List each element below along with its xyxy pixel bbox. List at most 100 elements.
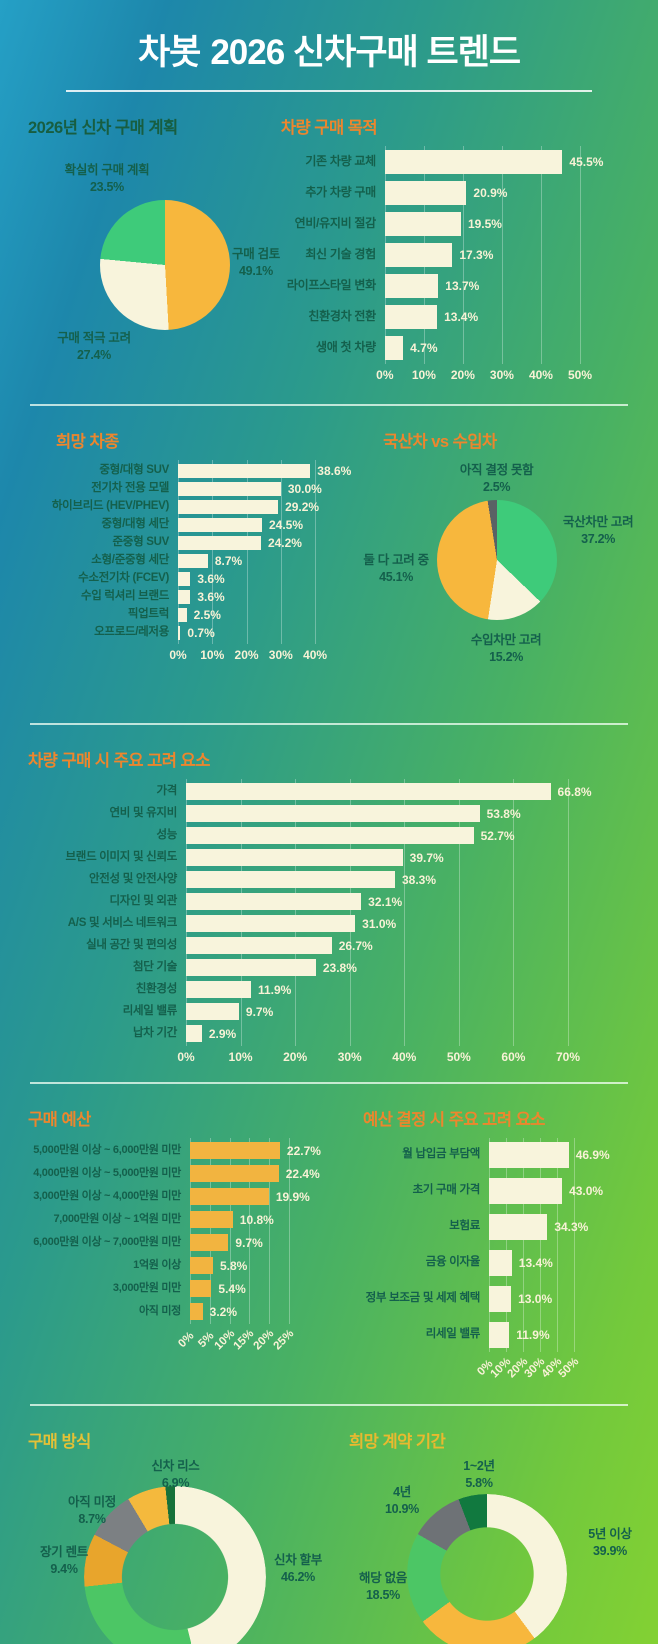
bar-value-label: 23.8% xyxy=(322,960,357,975)
bar-category-label: 리세일 밸류 xyxy=(425,1328,481,1341)
bar-row: 1억원 이상 5.8% xyxy=(28,1257,347,1274)
pie-slice-label: 구매 적극 고려 27.4% xyxy=(57,331,131,362)
bar-value-label: 17.3% xyxy=(459,248,494,262)
x-axis: 0% 10% 20% 30% 40% 50% xyxy=(475,1356,581,1390)
bar-category-label: 납차 기간 xyxy=(132,1026,177,1039)
bar-track: 38.6% xyxy=(178,464,351,478)
bar-value-label: 2.5% xyxy=(193,608,221,622)
bar xyxy=(178,608,187,622)
bar-row: 전기차 전용 모델 30.0% xyxy=(28,482,359,496)
gridline xyxy=(573,1138,575,1352)
bar-track: 32.1% xyxy=(186,893,568,910)
bar-value-label: 4.7% xyxy=(410,341,438,355)
bar-track: 43.0% xyxy=(489,1178,603,1204)
bar-track: 24.2% xyxy=(178,536,315,550)
bar-track: 3.6% xyxy=(178,590,315,604)
bar-row: 아직 미정 3.2% xyxy=(28,1303,347,1320)
bar-row: 초기 구매 가격 43.0% xyxy=(347,1178,630,1204)
axis-tick-label: 0% xyxy=(169,648,187,662)
bar xyxy=(178,554,208,568)
bar xyxy=(178,536,261,550)
bar-row: 3,000만원 미만 5.4% xyxy=(28,1280,347,1297)
section-title-origin: 국산차 vs 수입차 xyxy=(383,433,497,451)
bar xyxy=(190,1303,203,1320)
bar-value-label: 0.7% xyxy=(187,626,215,640)
bar xyxy=(186,1025,202,1042)
bar-row: 3,000만원 이상 ~ 4,000만원 미만 19.9% xyxy=(28,1188,347,1205)
bar-category-label: 하이브리드 (HEV/PHEV) xyxy=(51,500,169,513)
section-divider xyxy=(30,404,628,406)
bar-row: 친환경차 전환 13.4% xyxy=(281,305,630,329)
bar-row: 추가 차량 구매 20.9% xyxy=(281,181,630,205)
bar-value-label: 26.7% xyxy=(338,938,373,953)
axis-tick-label: 40% xyxy=(303,648,328,662)
bar xyxy=(178,590,191,604)
bar-value-label: 43.0% xyxy=(569,1184,604,1198)
bar-track: 20.9% xyxy=(384,181,580,205)
plot-area: 5,000만원 이상 ~ 6,000만원 미만 22.7% 4,000만원 이상 ~… xyxy=(28,1138,347,1324)
bar-row: 첨단 기술 23.8% xyxy=(28,959,630,976)
bar xyxy=(489,1178,563,1204)
bar-value-label: 20.9% xyxy=(473,186,508,200)
method-donut-area: 신차 리스 6.9% 아직 미정 8.7% 장기 렌트 9.4% 현금 일시불 … xyxy=(28,1459,329,1644)
axis-tick-label: 0% xyxy=(177,1050,195,1064)
bar-value-label: 2.9% xyxy=(208,1026,237,1041)
bar xyxy=(190,1234,229,1251)
bar-category-label: 4,000만원 이상 ~ 5,000만원 미만 xyxy=(33,1167,181,1180)
bar-category-label: 월 납입금 부담액 xyxy=(402,1148,481,1161)
bar-value-label: 52.7% xyxy=(480,828,515,843)
bar-track: 13.4% xyxy=(489,1250,574,1276)
bar-track: 11.9% xyxy=(186,981,568,998)
bar-track: 29.2% xyxy=(178,500,319,514)
section-row-4: 구매 예산 5,000만원 이상 ~ 6,000만원 미만 22.7% 4,000만… xyxy=(0,1098,658,1390)
section-budget: 구매 예산 5,000만원 이상 ~ 6,000만원 미만 22.7% 4,000만… xyxy=(28,1098,347,1390)
plot-area: 중형/대형 SUV 38.6% 전기차 전용 모델 30.0% 하이브리드 (HEV/P… xyxy=(28,460,359,644)
bar-value-label: 19.9% xyxy=(275,1189,310,1204)
gridline xyxy=(501,146,503,364)
bar-row: 중형/대형 세단 24.5% xyxy=(28,518,359,532)
bar-value-label: 66.8% xyxy=(557,784,592,799)
bar-row: 연비/유지비 절감 19.5% xyxy=(281,212,630,236)
bar-category-label: 라이프스타일 변화 xyxy=(286,278,376,293)
bar xyxy=(186,871,395,888)
bar xyxy=(190,1165,279,1182)
bar-category-label: 리세일 밸류 xyxy=(122,1004,178,1017)
bar-value-label: 31.0% xyxy=(362,916,397,931)
pie-slice-label: 4년 10.9% xyxy=(385,1485,419,1516)
bar-track: 38.3% xyxy=(186,871,568,888)
axis-tick-label: 10% xyxy=(212,1327,237,1353)
bar xyxy=(384,150,563,174)
bar-category-label: 친환경성 xyxy=(135,982,177,995)
section-purpose: 차량 구매 목적 기존 차량 교체 45.5% 추가 차량 구매 20.9% 연비/유지… xyxy=(281,106,630,390)
bar-track: 53.8% xyxy=(186,805,568,822)
bar-category-label: 전기차 전용 모델 xyxy=(91,482,169,495)
bar-value-label: 8.7% xyxy=(214,554,243,568)
bar-row: 친환경성 11.9% xyxy=(28,981,630,998)
bar-value-label: 13.7% xyxy=(445,279,480,293)
bar-category-label: 1억원 이상 xyxy=(133,1259,181,1272)
bar-row: 실내 공간 및 편의성 26.7% xyxy=(28,937,630,954)
bar-category-label: 5,000만원 이상 ~ 6,000만원 미만 xyxy=(33,1144,181,1157)
gridline xyxy=(540,146,542,364)
bar-track: 5.4% xyxy=(190,1280,289,1297)
bar-row: 월 납입금 부담액 46.9% xyxy=(347,1142,630,1168)
bar-category-label: 아직 미정 xyxy=(138,1305,181,1318)
plot-area: 가격 66.8% 연비 및 유지비 53.8% 성능 52.7% 브랜드 이미지 및 신뢰도… xyxy=(28,779,630,1046)
bar-track: 4.7% xyxy=(384,336,580,360)
bar-category-label: 초기 구매 가격 xyxy=(412,1184,481,1197)
bar-track: 30.0% xyxy=(178,482,322,496)
bar-value-label: 11.9% xyxy=(516,1328,550,1342)
x-axis: 0% 10% 20% 30% 40% xyxy=(169,648,327,666)
bar-row: 성능 52.7% xyxy=(28,827,630,844)
bar-track: 34.3% xyxy=(489,1214,588,1240)
bar-track: 26.7% xyxy=(186,937,568,954)
axis-tick-label: 20% xyxy=(283,1050,308,1064)
bar-row: 라이프스타일 변화 13.7% xyxy=(281,274,630,298)
axis-tick-label: 15% xyxy=(231,1327,257,1353)
gridline xyxy=(506,1138,508,1352)
bar-value-label: 9.7% xyxy=(235,1235,263,1250)
bar-track: 13.7% xyxy=(384,274,580,298)
section-plan: 2026년 신차 구매 계획 확실히 구매 계획 23.5% 구매 검토 49.… xyxy=(28,106,281,390)
bar-track: 3.2% xyxy=(190,1303,289,1320)
bar-category-label: 추가 차량 구매 xyxy=(305,185,376,200)
